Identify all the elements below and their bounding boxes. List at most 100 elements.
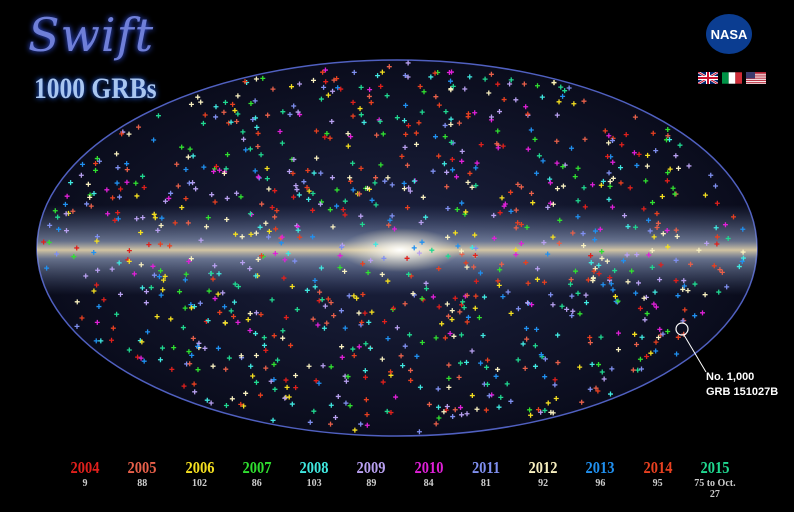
grb-point [564, 306, 570, 312]
grb-point [587, 340, 593, 346]
grb-point [644, 354, 650, 360]
grb-point [435, 386, 441, 392]
grb-point [228, 119, 234, 125]
grb-point [606, 133, 612, 139]
grb-point [405, 60, 411, 66]
grb-point [417, 84, 423, 90]
grb-point [187, 146, 193, 152]
grb-point [651, 301, 657, 307]
grb-point [596, 271, 602, 277]
grb-point [713, 225, 719, 231]
grb-point [529, 190, 535, 196]
grb-point [380, 379, 386, 385]
grb-point [484, 364, 490, 370]
grb-point [363, 341, 369, 347]
grb-point [446, 362, 452, 368]
grb-point [238, 194, 244, 200]
grb-point [450, 83, 456, 89]
grb-point [131, 271, 137, 277]
grb-point [456, 120, 462, 126]
grb-point [114, 311, 120, 317]
grb-point [295, 227, 301, 233]
grb-point [231, 313, 237, 319]
grb-point [186, 259, 192, 265]
grb-point [485, 357, 491, 363]
grb-point [481, 294, 487, 300]
grb-point [263, 220, 269, 226]
grb-point [335, 393, 341, 399]
grb-point [471, 264, 477, 270]
grb-point [247, 311, 253, 317]
grb-point [399, 153, 405, 159]
grb-point [413, 141, 419, 147]
grb-point [436, 415, 442, 421]
grb-point [172, 220, 178, 226]
grb-point [243, 147, 249, 153]
grb-point [280, 335, 286, 341]
grb-point [379, 356, 385, 362]
grb-point [560, 164, 566, 170]
grb-point [217, 167, 223, 173]
grb-point [588, 253, 594, 259]
grb-point [340, 207, 346, 213]
grb-point [327, 207, 333, 213]
grb-point [402, 343, 408, 349]
grb-point [55, 214, 61, 220]
grb-point [692, 281, 698, 287]
grb-point [335, 85, 341, 91]
grb-point [548, 292, 554, 298]
grb-point [323, 79, 329, 85]
grb-point [293, 183, 299, 189]
grb-point [93, 167, 99, 173]
grb-point [441, 161, 447, 167]
grb-point [555, 332, 561, 338]
grb-point [644, 163, 650, 169]
grb-point [157, 241, 163, 247]
grb-point [271, 333, 277, 339]
grb-point [206, 288, 212, 294]
grb-point [291, 194, 297, 200]
grb-point [445, 234, 451, 240]
grb-point [342, 325, 348, 331]
grb-point [186, 180, 192, 186]
grb-point [85, 181, 91, 187]
grb-point [459, 200, 465, 206]
grb-point [464, 411, 470, 417]
swift-logo: Swift [28, 8, 155, 62]
grb-point [263, 365, 269, 371]
grb-point [342, 198, 348, 204]
grb-point [657, 326, 663, 332]
grb-point [369, 309, 375, 315]
grb-point [155, 227, 161, 233]
grb-point [482, 76, 488, 82]
grb-point [350, 113, 356, 119]
grb-point [198, 237, 204, 243]
grb-point [430, 294, 436, 300]
grb-point [610, 138, 616, 144]
grb-point [682, 307, 688, 313]
grb-point [112, 217, 118, 223]
grb-point [401, 180, 407, 186]
grb-point [740, 249, 746, 255]
grb-point [94, 234, 100, 240]
grb-point [685, 288, 691, 294]
grb-point [241, 403, 247, 409]
grb-point [78, 172, 84, 178]
grb-point [448, 87, 454, 93]
legend-count: 92 [538, 478, 549, 489]
grb-point [346, 293, 352, 299]
grb-point [310, 234, 316, 240]
grb-point [217, 309, 223, 315]
grb-point [459, 302, 465, 308]
grb-point [158, 268, 164, 274]
grb-point [306, 363, 312, 369]
grb-point [306, 196, 312, 202]
grb-point [457, 309, 463, 315]
grb-point [489, 392, 495, 398]
grb-point [449, 308, 455, 314]
grb-point [235, 284, 241, 290]
grb-point [253, 115, 259, 121]
grb-point [283, 315, 289, 321]
grb-point [255, 174, 261, 180]
grb-point [345, 131, 351, 137]
